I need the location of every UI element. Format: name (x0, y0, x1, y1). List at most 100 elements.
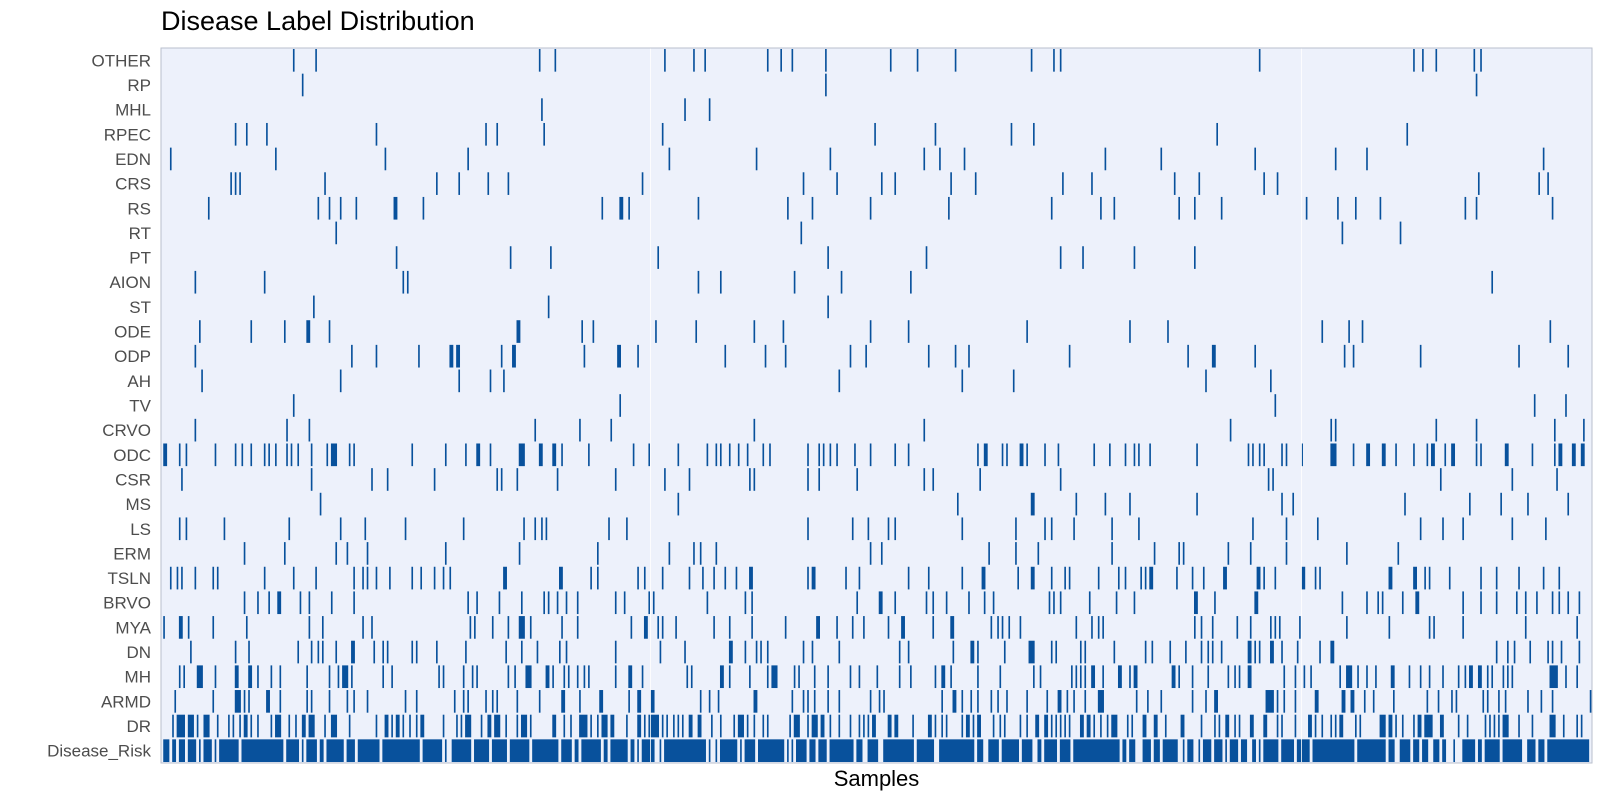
heatmap-cell (1524, 591, 1527, 615)
heatmap-cell (201, 369, 203, 393)
heatmap-cell (766, 714, 769, 738)
heatmap-cell (1249, 714, 1254, 738)
heatmap-cell (1093, 443, 1096, 467)
heatmap-cell (1551, 591, 1554, 615)
heatmap-cell (952, 690, 957, 713)
heatmap-cell (1451, 443, 1456, 467)
heatmap-cell (330, 714, 338, 738)
heatmap-cell (874, 122, 876, 146)
heatmap-cell (163, 616, 165, 639)
heatmap-cell (1196, 443, 1198, 467)
heatmap-cell (829, 147, 832, 171)
heatmap-cell (1518, 566, 1520, 590)
y-tick-label: EDN (115, 150, 151, 169)
y-tick-label: MS (126, 495, 152, 514)
heatmap-cell (576, 616, 579, 639)
heatmap-cell (811, 714, 818, 738)
heatmap-cell (543, 591, 545, 615)
heatmap-cell (1218, 714, 1221, 738)
heatmap-cell (565, 591, 568, 615)
heatmap-cell (1484, 739, 1500, 762)
heatmap-cell (561, 739, 572, 762)
heatmap-cell (1111, 517, 1113, 541)
heatmap-cell (1191, 690, 1194, 713)
heatmap-cell (581, 320, 583, 343)
y-tick-label: ERM (113, 544, 151, 563)
y-tick-label: ARMD (101, 692, 151, 711)
heatmap-cell (476, 665, 478, 689)
heatmap-cell (554, 49, 557, 72)
heatmap-cell (1549, 714, 1556, 738)
heatmap-cell (988, 542, 990, 565)
heatmap-cell (1424, 714, 1433, 738)
heatmap-cell (228, 714, 230, 738)
heatmap-cell (169, 566, 172, 590)
heatmap-cell (1254, 640, 1257, 664)
heatmap-cell (1477, 172, 1480, 195)
heatmap-cell (1343, 344, 1346, 368)
heatmap-cell (688, 714, 693, 738)
heatmap-cell (1229, 418, 1232, 442)
heatmap-cell (977, 690, 979, 713)
heatmap-cell (1301, 566, 1306, 590)
heatmap-cell (489, 369, 492, 393)
heatmap-cell (1039, 665, 1042, 689)
heatmap-cell (1059, 468, 1062, 491)
heatmap-cell (1044, 714, 1049, 738)
heatmap-cell (1339, 665, 1341, 689)
heatmap-cell (550, 246, 552, 269)
y-tick-label: RT (129, 224, 151, 243)
heatmap-cell (1079, 640, 1082, 664)
heatmap-cell (755, 147, 758, 171)
heatmap-cell (1263, 739, 1279, 762)
heatmap-cell (1424, 566, 1426, 590)
heatmap-cell (1531, 443, 1534, 467)
heatmap-cell (1393, 690, 1395, 713)
heatmap-cell (1513, 640, 1516, 664)
heatmap-cell (346, 739, 355, 762)
heatmap-cell (292, 566, 295, 590)
heatmap-cell (301, 73, 304, 97)
heatmap-cell (362, 616, 364, 639)
heatmap-cell (1442, 665, 1444, 689)
heatmap-cell (458, 172, 461, 195)
heatmap-cell (270, 665, 273, 689)
heatmap-cell (194, 270, 197, 294)
heatmap-cell (749, 468, 751, 491)
heatmap-cell (266, 690, 270, 713)
heatmap-cell (1428, 566, 1431, 590)
heatmap-cell (693, 49, 695, 72)
heatmap-cell (695, 320, 698, 343)
heatmap-cell (1428, 616, 1431, 639)
heatmap-cell (335, 542, 338, 565)
heatmap-cell (1531, 714, 1534, 738)
heatmap-cell (496, 122, 499, 146)
heatmap-cell (342, 665, 349, 689)
heatmap-cell (744, 640, 747, 664)
heatmap-cell (308, 591, 311, 615)
heatmap-cell (1495, 566, 1498, 590)
heatmap-cell (952, 640, 955, 664)
heatmap-cell (444, 739, 447, 762)
heatmap-cell (1589, 690, 1592, 713)
heatmap-cell (932, 616, 935, 639)
heatmap-cell (923, 418, 926, 442)
heatmap-cell (1086, 714, 1091, 738)
heatmap-cell (1026, 714, 1028, 738)
heatmap-cell (1194, 616, 1196, 639)
heatmap-cell (1252, 517, 1254, 541)
heatmap-cell (516, 320, 521, 343)
heatmap-cell (1249, 616, 1252, 639)
y-tick-label: CSR (115, 470, 151, 489)
heatmap-cell (637, 344, 639, 368)
heatmap-cell (1415, 591, 1420, 615)
heatmap-cell (509, 739, 530, 762)
heatmap-cell (279, 665, 282, 689)
heatmap-cell (1030, 49, 1033, 72)
heatmap-cell (248, 690, 250, 713)
heatmap-cell (574, 739, 579, 762)
heatmap-cell (950, 172, 952, 195)
heatmap-cell (619, 394, 622, 417)
heatmap-cell (1547, 172, 1549, 195)
heatmap-cell (1178, 665, 1180, 689)
